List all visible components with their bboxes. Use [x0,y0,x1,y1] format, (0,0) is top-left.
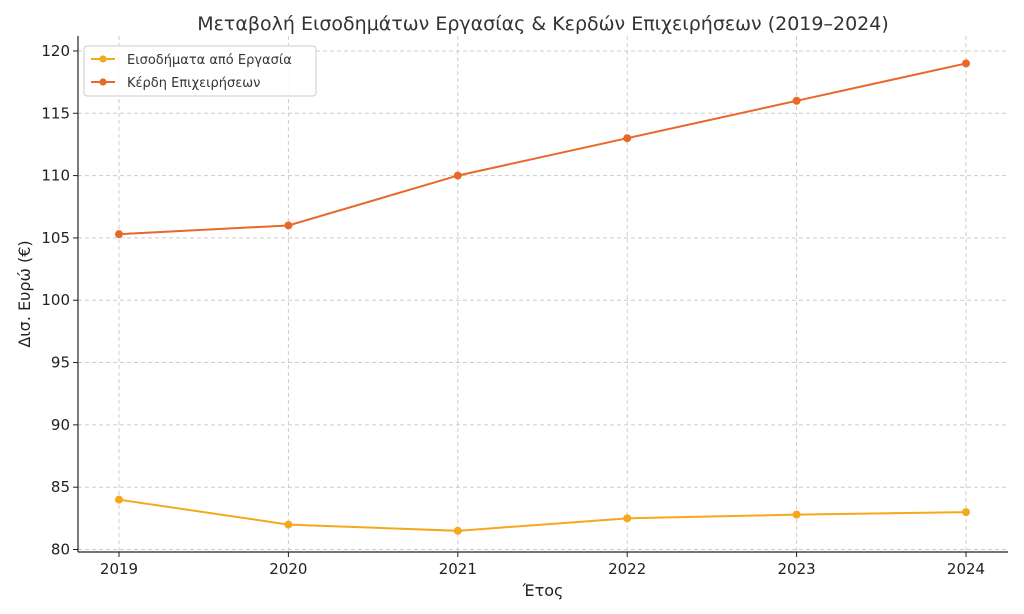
y-tick-label: 80 [51,541,70,559]
y-axis-label: Δισ. Ευρώ (€) [15,240,34,347]
x-axis-label: Έτος [522,581,564,600]
series-1-point [284,221,293,230]
series-1-point [792,96,801,105]
x-tick-label: 2022 [608,560,646,578]
series-1-point [623,134,632,143]
legend-frame [83,45,317,97]
series-0-point [284,520,293,529]
series-0-point [115,495,123,504]
legend-label-business-profits: Κέρδη Επιχειρήσεων [127,76,260,91]
y-tick-label: 115 [41,104,70,122]
x-tick-label: 2019 [100,560,138,578]
x-axis-ticks: 2019 2020 2021 2022 2023 2024 [100,552,985,578]
y-axis-ticks: 80 85 90 95 100 105 110 115 120 [41,42,78,559]
grid [78,36,1008,552]
y-tick-label: 100 [41,291,70,309]
series-1-point [115,230,123,239]
y-tick-label: 110 [41,167,70,185]
y-tick-label: 85 [51,478,70,496]
legend-marker-business-profits [99,78,107,86]
y-tick-label: 120 [41,42,70,60]
x-tick-label: 2020 [269,560,307,578]
series [115,59,970,535]
series-1-point [962,59,970,68]
legend-marker-labour-income [99,55,107,63]
legend-label-labour-income: Εισοδήματα από Εργασία [127,53,292,68]
series-0-point [453,526,462,535]
series-0-point [962,508,970,517]
chart-title: Μεταβολή Εισοδημάτων Εργασίας & Κερδών Ε… [197,13,889,35]
x-tick-label: 2021 [439,560,477,578]
series-0-point [792,510,801,519]
y-tick-label: 95 [51,354,70,372]
series-1-point [453,171,462,180]
series-line-1 [118,62,967,236]
y-tick-label: 90 [51,416,70,434]
series-line-0 [118,498,967,532]
x-tick-label: 2023 [778,560,816,578]
y-tick-label: 105 [41,229,70,247]
legend: Εισοδήματα από Εργασία Κέρδη Επιχειρήσεω… [83,45,317,97]
x-tick-label: 2024 [947,560,985,578]
series-0-point [623,514,632,523]
